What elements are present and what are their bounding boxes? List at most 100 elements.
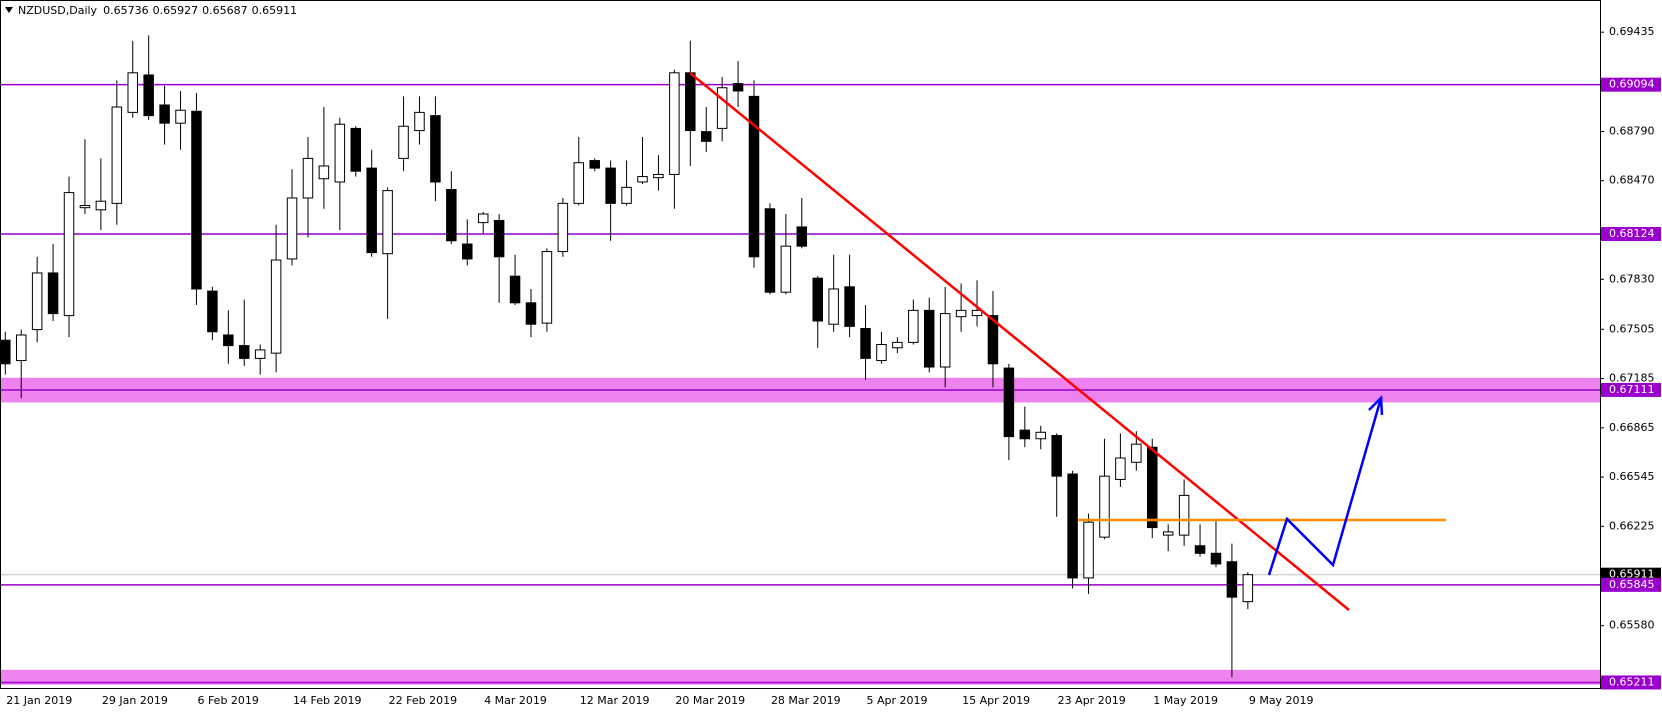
level-box [1601,675,1661,690]
candle-body [557,202,569,253]
plot-frame [0,0,1601,689]
candle-body [796,226,808,247]
candle-body [127,72,138,113]
level-label: 0.67111 [1609,383,1655,396]
x-tick-label: 29 Jan 2019 [102,694,168,707]
candle-body [302,157,314,199]
candle-body [414,111,425,132]
y-tick-label: 0.68790 [1609,124,1655,137]
close-value: 0.65911 [252,4,298,17]
candle-body [892,341,903,349]
candle-body [908,309,919,343]
candle-body [1242,574,1254,603]
candle-body [1019,429,1031,440]
level-label: 0.69094 [1609,78,1655,91]
candle-body [350,127,362,172]
chart-header: NZDUSD,Daily 0.65736 0.65927 0.65687 0.65911 [18,4,297,17]
candle-body [987,315,999,365]
candle-body [430,115,441,183]
projection-path [1267,397,1383,576]
candle-body [525,302,537,325]
candle-body [700,131,712,142]
level-box [1601,77,1661,92]
y-tick-label: 0.69435 [1609,25,1655,38]
level-box [1601,382,1661,397]
x-tick-label: 20 Mar 2019 [675,694,745,707]
candle-body [398,125,409,159]
candle-body [63,192,75,317]
candle-body [1099,475,1110,538]
candle-body [191,110,202,290]
candle-body [143,74,154,117]
x-tick-label: 14 Feb 2019 [293,694,361,707]
y-tick-label: 0.65580 [1609,619,1655,632]
candle-body [605,167,616,204]
candle-body [207,290,218,333]
candle-body [1083,521,1094,579]
y-tick-label: 0.67185 [1609,372,1655,385]
candle-body [971,309,983,317]
candle-body [923,309,935,368]
x-tick-label: 28 Mar 2019 [771,694,841,707]
candle-body [1035,431,1046,440]
candle-body [1162,531,1174,536]
current-price-label: 0.65911 [1609,568,1655,581]
candle-body [446,189,457,242]
candle-body [382,190,393,255]
candle-body [366,167,377,254]
candle-body [477,213,489,224]
candle-body [669,72,680,175]
candle-body [780,245,792,293]
x-tick-label: 5 Apr 2019 [867,694,928,707]
candle-body [0,339,11,365]
high-value: 0.65927 [153,4,199,17]
x-tick-label: 9 May 2019 [1249,694,1314,707]
candle-body [621,186,632,204]
candle-body [685,72,696,132]
menu-triangle [5,7,13,13]
drawings [689,72,1446,611]
candle-body [716,87,728,129]
candle-body [1147,446,1158,529]
x-tick-label: 22 Feb 2019 [389,694,457,707]
candle-body [812,277,823,322]
candle-body [15,334,27,362]
candle-body [1003,367,1015,438]
candle-body [939,313,951,368]
candle-body [1115,457,1126,480]
candle-body [1131,443,1142,463]
candle-body [876,344,887,362]
price-zone [0,669,1600,685]
candle-body [95,200,107,211]
projection-arrowhead [1368,395,1384,416]
candle-body [1210,552,1222,565]
candle-body [860,328,871,359]
y-tick-label: 0.66545 [1609,470,1655,483]
candle-body [1178,494,1190,536]
candle-body [254,349,266,359]
candle-body [1226,561,1238,598]
candle-body [159,104,170,124]
candle-body [79,205,91,209]
x-tick-label: 15 Apr 2019 [962,694,1030,707]
candle-body [573,162,585,204]
candle-body [955,309,967,318]
level-label: 0.65845 [1609,578,1655,591]
candle-body [541,251,553,324]
candle-body [1051,435,1062,477]
x-tick-label: 1 May 2019 [1153,694,1218,707]
candle-body [844,286,855,327]
candle-body [509,275,521,304]
y-tick-label: 0.68470 [1609,174,1655,187]
candle-body [318,165,330,180]
x-tick-label: 12 Mar 2019 [580,694,650,707]
level-box [1601,577,1661,592]
candle-body [47,272,59,315]
candle-body [111,106,123,204]
candle-body [223,334,234,347]
candle-body [748,95,760,258]
candle-body [31,272,43,331]
candle-body [239,345,250,359]
